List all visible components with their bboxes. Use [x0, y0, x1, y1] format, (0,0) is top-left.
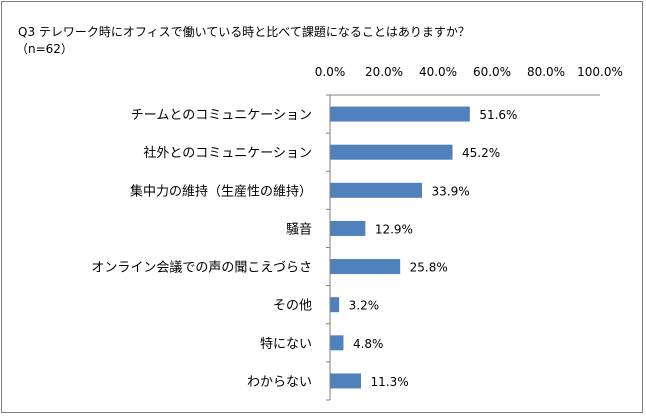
bar — [330, 297, 340, 313]
chart-subtitle: （n=62） — [16, 42, 73, 56]
chart-title: Q3 テレワーク時にオフィスで働いている時と比べて課題になることはありますか？ — [18, 25, 470, 39]
data-label: 51.6% — [479, 108, 517, 122]
x-axis-ticks: 0.0% 20.0% 40.0% 60.0% 80.0% 100.0% — [315, 65, 623, 79]
bar — [330, 182, 423, 198]
y-axis — [326, 94, 600, 401]
category-label: チームとのコミュニケーション — [131, 108, 312, 123]
bar — [330, 220, 366, 236]
data-label: 3.2% — [349, 299, 380, 313]
data-label: 11.3% — [371, 375, 409, 389]
x-tick-label: 100.0% — [577, 65, 623, 79]
category-label: 特にない — [260, 337, 312, 352]
data-label: 4.8% — [353, 337, 384, 351]
data-label: 12.9% — [375, 222, 413, 236]
bar — [330, 373, 362, 389]
bars — [330, 106, 470, 389]
data-label: 33.9% — [432, 184, 470, 198]
data-label: 45.2% — [462, 146, 500, 160]
bar — [330, 144, 453, 160]
bar — [330, 106, 470, 122]
x-tick-label: 60.0% — [473, 65, 511, 79]
category-labels: チームとのコミュニケーション社外とのコミュニケーション集中力の維持（生産性の維持… — [91, 108, 312, 390]
category-label: 社外とのコミュニケーション — [143, 145, 312, 161]
x-tick-label: 80.0% — [527, 65, 565, 79]
category-label: 騒音 — [286, 221, 312, 237]
x-tick-label: 20.0% — [365, 65, 403, 79]
bar — [330, 259, 401, 275]
category-label: 集中力の維持（生産性の維持） — [130, 183, 312, 199]
x-tick-label: 0.0% — [315, 65, 346, 79]
category-label: わからない — [247, 375, 312, 390]
category-label: その他 — [273, 299, 312, 314]
x-tick-label: 40.0% — [419, 65, 457, 79]
bar — [330, 335, 344, 351]
data-label: 25.8% — [410, 261, 448, 275]
category-label: オンライン会議での声の聞こえづらさ — [91, 261, 312, 276]
data-labels: 51.6% 45.2% 33.9% 12.9% 25.8% 3.2% 4.8% 11.3% — [349, 108, 518, 389]
